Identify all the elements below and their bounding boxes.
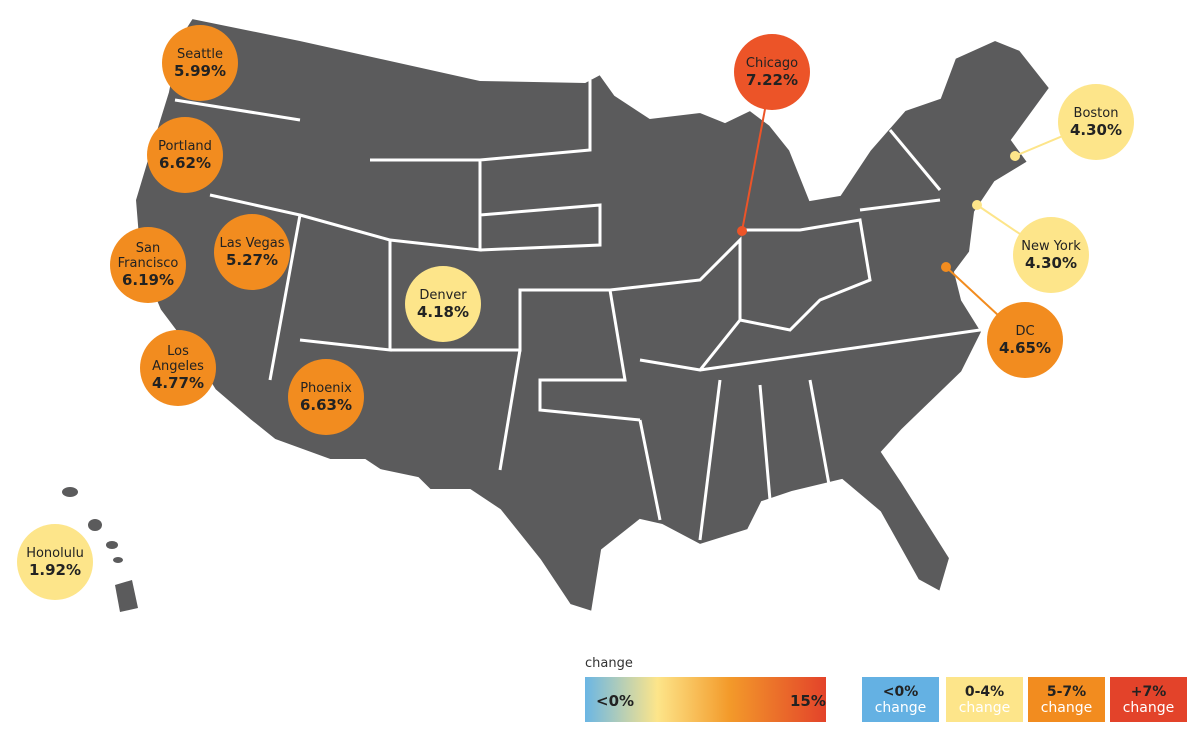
bin-label: <0%: [882, 683, 919, 700]
city-bubble: Chicago 7.22%: [734, 34, 810, 110]
city-name: Las Vegas: [219, 235, 285, 251]
city-bubble: Boston 4.30%: [1058, 84, 1134, 160]
city-name: Chicago: [745, 55, 799, 71]
city-value: 4.77%: [151, 374, 205, 392]
bin-sub: change: [1122, 699, 1175, 716]
bin-sub: change: [958, 699, 1011, 716]
city-dot: [737, 226, 747, 236]
city-bubble: Portland 6.62%: [147, 117, 223, 193]
city-bubble: Seattle 5.99%: [162, 25, 238, 101]
scale-min: <0%: [596, 692, 635, 710]
city-value: 4.18%: [416, 302, 470, 321]
city-value: 6.19%: [121, 271, 175, 289]
city-bubble: DC 4.65%: [987, 302, 1063, 378]
city-bubble: Phoenix 6.63%: [288, 359, 364, 435]
legend-title: change: [585, 656, 633, 671]
city-dot: [941, 262, 951, 272]
city-value: 4.65%: [998, 338, 1052, 357]
hawaii: [62, 487, 138, 612]
city-bubble: San Francisco 6.19%: [110, 227, 186, 303]
city-bubble: Las Vegas 5.27%: [214, 214, 290, 290]
city-dot: [972, 200, 982, 210]
bin-label: 0-4%: [964, 683, 1005, 700]
legend-bin: 5-7% change: [1028, 677, 1105, 722]
city-dot: [1010, 151, 1020, 161]
scale-max: 15%: [790, 692, 826, 710]
city-name: San Francisco: [117, 241, 179, 271]
city-value: 6.63%: [299, 395, 353, 414]
city-value: 7.22%: [745, 70, 799, 89]
bin-sub: change: [1040, 699, 1093, 716]
legend-bin: +7% change: [1110, 677, 1187, 722]
city-name: Seattle: [176, 46, 224, 62]
city-name: Honolulu: [26, 545, 84, 561]
bin-label: 5-7%: [1046, 683, 1087, 700]
legend-bin: <0% change: [862, 677, 939, 722]
us-outline: [133, 16, 1052, 614]
city-bubble: Los Angeles 4.77%: [140, 330, 216, 406]
city-value: 6.62%: [158, 153, 212, 172]
city-value: 5.99%: [173, 61, 227, 80]
bin-label: +7%: [1130, 683, 1167, 700]
city-bubble: Honolulu 1.92%: [17, 524, 93, 600]
city-value: 4.30%: [1024, 253, 1078, 272]
city-value: 1.92%: [28, 560, 82, 579]
city-name: Portland: [158, 138, 212, 154]
city-name: Phoenix: [300, 380, 352, 396]
city-bubble: New York 4.30%: [1013, 217, 1089, 293]
city-name: Boston: [1073, 105, 1119, 121]
legend-bin: 0-4% change: [946, 677, 1023, 722]
city-name: Los Angeles: [152, 344, 204, 374]
city-value: 5.27%: [225, 250, 279, 269]
city-value: 4.30%: [1069, 120, 1123, 139]
state-lines: [174, 80, 981, 541]
city-name: New York: [1021, 238, 1081, 254]
city-name: DC: [1015, 323, 1035, 339]
scale-bar: [585, 677, 826, 722]
city-bubble: Denver 4.18%: [405, 266, 481, 342]
bin-sub: change: [874, 699, 927, 716]
city-name: Denver: [419, 287, 467, 303]
